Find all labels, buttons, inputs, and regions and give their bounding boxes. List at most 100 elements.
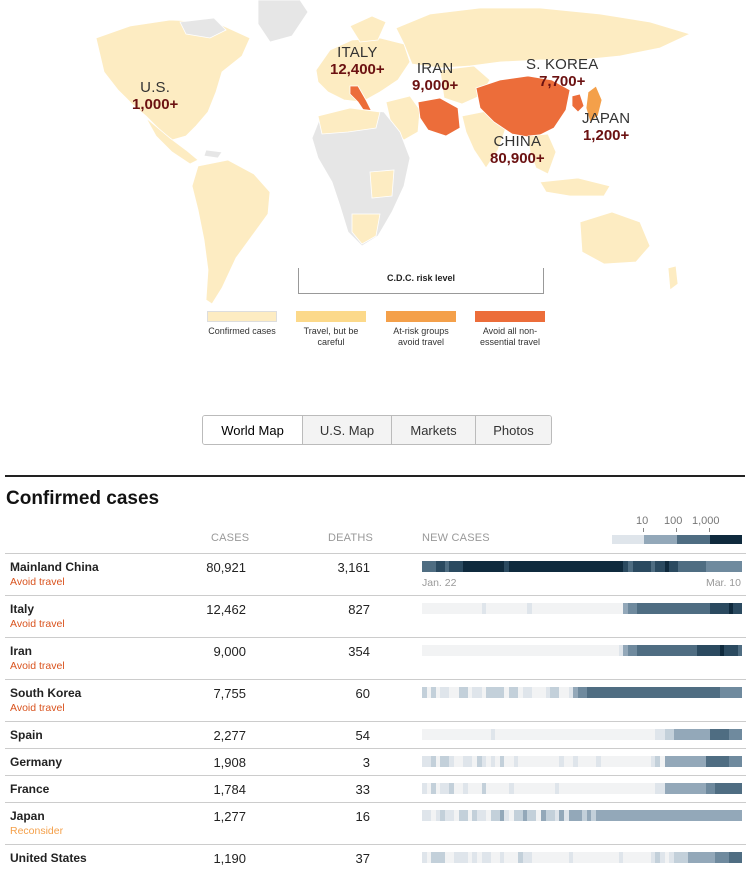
tab-world-map[interactable]: World Map <box>203 416 302 444</box>
heat-cell <box>628 852 633 863</box>
heat-cell <box>522 687 528 698</box>
heat-cell <box>701 561 706 572</box>
heat-cell <box>724 783 729 794</box>
heat-cell <box>499 852 505 863</box>
heat-cell <box>541 729 546 740</box>
travel-advisory: Reconsider <box>10 825 64 837</box>
heat-cell <box>701 729 706 740</box>
travel-advisory: Avoid travel <box>10 660 65 672</box>
heat-cell <box>527 561 532 572</box>
heat-cell <box>577 561 583 572</box>
heat-cell <box>563 645 569 656</box>
heat-cell <box>609 729 615 740</box>
heat-cell <box>563 756 569 767</box>
heat-cell <box>550 687 555 698</box>
heat-cell <box>454 852 459 863</box>
map-region-new-zealand <box>667 265 679 291</box>
heat-cell <box>710 729 715 740</box>
heat-cell <box>728 729 734 740</box>
heat-cell <box>609 810 615 821</box>
heat-cell <box>541 783 546 794</box>
heat-cell <box>426 852 432 863</box>
heat-cell <box>641 561 647 572</box>
heat-cell <box>710 561 715 572</box>
heat-cell <box>508 645 514 656</box>
heat-cell <box>426 729 432 740</box>
heat-cell <box>554 645 560 656</box>
heat-cell <box>582 561 587 572</box>
scale-label-100: 100 <box>664 515 683 527</box>
heat-cell <box>678 561 683 572</box>
heat-cell <box>605 810 610 821</box>
heat-cell <box>440 756 445 767</box>
heat-cell <box>646 687 651 698</box>
heat-cell <box>737 729 743 740</box>
heat-cell <box>527 810 532 821</box>
heat-cell <box>431 561 436 572</box>
heat-cell <box>486 783 491 794</box>
heat-cell <box>710 783 715 794</box>
heat-cell <box>449 645 455 656</box>
map-label-japan: JAPAN 1,200+ <box>582 110 630 144</box>
heat-cell <box>724 756 729 767</box>
heat-cell <box>536 687 542 698</box>
heat-cell <box>632 756 638 767</box>
heat-cell <box>719 783 725 794</box>
tab-photos[interactable]: Photos <box>475 416 551 444</box>
heat-cell <box>660 783 665 794</box>
heat-cell <box>559 729 564 740</box>
heat-cell <box>531 561 537 572</box>
heat-cell <box>472 645 477 656</box>
heat-cell <box>664 729 670 740</box>
heat-cell <box>504 645 509 656</box>
heat-cell <box>431 810 436 821</box>
heat-cell <box>422 852 427 863</box>
heat-cell <box>444 729 450 740</box>
heat-cell <box>531 687 537 698</box>
heat-cell <box>609 561 615 572</box>
map-region-north-africa <box>317 107 381 135</box>
heat-cell <box>696 645 702 656</box>
death-count: 827 <box>348 602 370 617</box>
heat-cell <box>682 603 688 614</box>
heat-cell <box>458 756 464 767</box>
heat-cell <box>444 852 450 863</box>
heat-cell <box>701 810 706 821</box>
map-region-scandinavia <box>349 15 387 43</box>
heat-cell <box>458 603 464 614</box>
heat-cell <box>678 603 683 614</box>
heat-cell <box>719 603 725 614</box>
heat-cell <box>705 561 711 572</box>
heat-cell <box>476 729 482 740</box>
heat-cell <box>463 852 468 863</box>
tab-markets[interactable]: Markets <box>391 416 475 444</box>
heat-cell <box>595 756 601 767</box>
heat-cell <box>724 645 729 656</box>
case-count: 1,908 <box>213 755 246 770</box>
heat-cell <box>463 756 468 767</box>
legend-label: Confirmed cases <box>208 326 276 336</box>
heat-cell <box>431 645 436 656</box>
heat-cell <box>660 603 665 614</box>
travel-advisory: Avoid travel <box>10 618 65 630</box>
map-label-iran: IRAN 9,000+ <box>412 60 458 94</box>
scale-tick <box>676 528 677 532</box>
world-map[interactable] <box>0 0 750 320</box>
heat-cell <box>495 756 500 767</box>
heat-cell <box>582 687 587 698</box>
tab-us-map[interactable]: U.S. Map <box>302 416 391 444</box>
heat-cell <box>655 810 661 821</box>
heat-cell <box>481 561 487 572</box>
heat-cell <box>458 852 464 863</box>
heat-cell <box>495 687 500 698</box>
legend-label: Avoid all non-essential travel <box>479 326 541 348</box>
heat-cell <box>710 687 715 698</box>
heat-cell <box>696 783 702 794</box>
map-region-europe <box>315 37 411 103</box>
heat-cell <box>472 810 477 821</box>
heat-cell <box>435 645 441 656</box>
heat-cell <box>595 729 601 740</box>
death-count: 3 <box>362 755 370 770</box>
heat-cell <box>673 783 679 794</box>
heat-cell <box>454 603 459 614</box>
